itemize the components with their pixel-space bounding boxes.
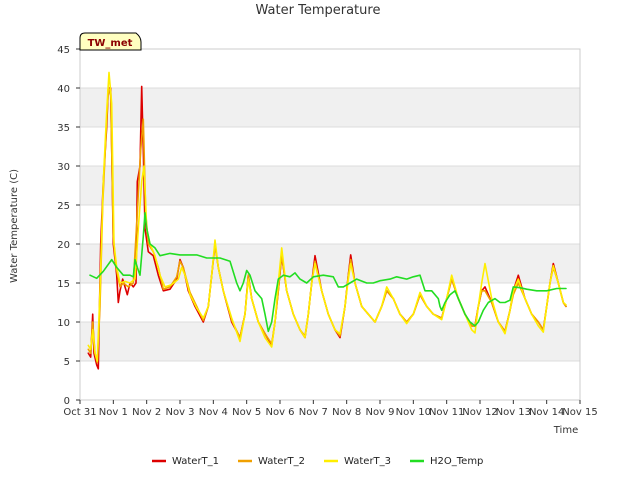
site-badge-label: TW_met (88, 38, 133, 49)
plot-frame (79, 48, 581, 401)
series-lines (87, 71, 567, 370)
y-tick-label: 5 (64, 357, 70, 368)
x-tick-label: Nov 7 (299, 407, 328, 418)
background-band (80, 49, 580, 88)
background-band (80, 205, 580, 244)
y-tick-label: 40 (57, 84, 70, 95)
plot-background (80, 49, 580, 400)
x-tick-label: Nov 5 (232, 407, 261, 418)
x-axis-title: Time (553, 425, 578, 436)
x-tick-label: Nov 10 (396, 407, 431, 418)
series-line-watert-3 (87, 71, 567, 362)
y-tick-label: 0 (64, 396, 70, 407)
x-tick-label: Nov 14 (529, 407, 564, 418)
chart-title: Water Temperature (256, 3, 381, 18)
x-tick-label: Nov 1 (99, 407, 128, 418)
legend: WaterT_1 WaterT_2 WaterT_3 H2O_Temp (152, 456, 483, 467)
y-tick-label: 25 (57, 201, 70, 212)
y-tick-label: 35 (57, 123, 70, 134)
background-band (80, 361, 580, 400)
y-tick-label: 10 (57, 318, 70, 329)
legend-label-h2o-temp: H2O_Temp (430, 456, 483, 467)
x-axis-ticks: Oct 31 Nov 1 Nov 2 Nov 3 Nov 4 Nov 5 Nov 6 Nov … (63, 400, 598, 418)
x-tick-label: Nov 8 (332, 407, 361, 418)
background-band (80, 166, 580, 205)
legend-label-watert-2: WaterT_2 (258, 456, 305, 467)
x-tick-label: Nov 9 (365, 407, 394, 418)
background-band (80, 322, 580, 361)
gridlines (80, 48, 580, 401)
y-tick-label: 20 (57, 240, 70, 251)
x-tick-label: Nov 6 (265, 407, 294, 418)
x-tick-label: Nov 11 (429, 407, 464, 418)
x-tick-label: Oct 31 (63, 407, 96, 418)
site-badge: TW_met (79, 32, 142, 51)
x-tick-label: Nov 3 (165, 407, 194, 418)
site-badge-shape (79, 32, 142, 51)
x-tick-label: Nov 2 (132, 407, 161, 418)
y-axis-ticks: 0 5 10 15 20 25 30 35 40 45 (57, 45, 80, 407)
y-tick-label: 30 (57, 162, 70, 173)
y-tick-label: 45 (57, 45, 70, 56)
x-tick-label: Nov 4 (199, 407, 228, 418)
x-tick-label: Nov 13 (496, 407, 531, 418)
background-band (80, 88, 580, 127)
y-tick-label: 15 (57, 279, 70, 290)
legend-label-watert-1: WaterT_1 (172, 456, 219, 467)
series-line-h2o-temp (89, 212, 567, 333)
x-tick-label: Nov 12 (462, 407, 497, 418)
y-axis-title: Water Temperature (C) (9, 169, 20, 283)
x-tick-label: Nov 15 (562, 407, 597, 418)
background-band (80, 127, 580, 166)
legend-label-watert-3: WaterT_3 (344, 456, 391, 467)
